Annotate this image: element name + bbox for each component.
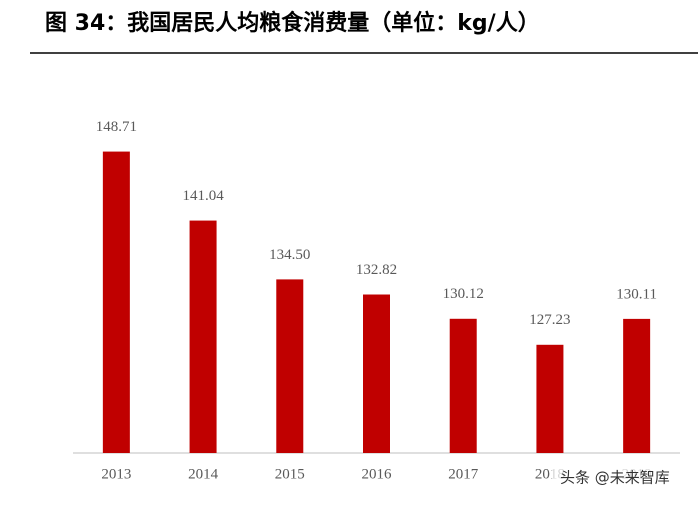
bar: [102, 151, 130, 454]
data-label: 130.11: [616, 286, 657, 302]
bar: [623, 318, 651, 453]
x-tick-label: 2016: [362, 466, 393, 482]
watermark: 头条 @未来智库: [560, 469, 670, 487]
data-label: 132.82: [356, 262, 397, 278]
data-label: 148.71: [96, 119, 137, 135]
x-tick-label: 2015: [275, 466, 305, 482]
bar: [449, 318, 477, 453]
chart-title: 图 34：我国居民人均粮食消费量（单位：kg/人）: [45, 10, 540, 36]
data-label: 130.12: [443, 286, 484, 302]
bar: [276, 279, 304, 453]
x-tick-label: 2013: [101, 466, 131, 482]
bar: [363, 294, 390, 453]
watermark-bg: [552, 464, 692, 490]
data-label: 134.50: [269, 247, 310, 263]
bar: [536, 344, 564, 453]
data-label: 127.23: [529, 312, 570, 328]
x-tick-label: 2017: [448, 466, 479, 482]
data-label: 141.04: [182, 188, 224, 204]
bar: [189, 220, 217, 453]
x-tick-label: 2014: [188, 466, 219, 482]
